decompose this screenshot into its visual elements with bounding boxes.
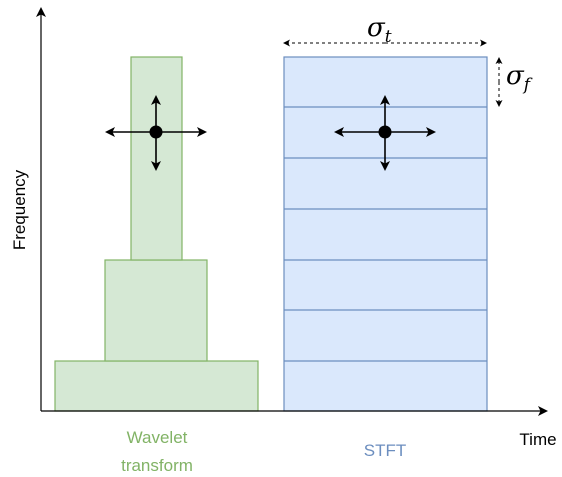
t-subscript: t: [385, 27, 392, 47]
sigma-f-label: σf: [506, 61, 533, 95]
y-axis-label: Frequency: [10, 169, 29, 250]
stft-caption: STFT: [364, 441, 407, 460]
wavelet-tile-wide: [54, 360, 259, 412]
sigma-f-annotation: σf: [495, 57, 533, 107]
stft-tiles: [283, 56, 488, 412]
wavelet-tile-medium: [104, 259, 208, 362]
stft-crosshair: [334, 95, 436, 171]
sigma-symbol: σ: [367, 13, 386, 43]
x-axis-label: Time: [519, 430, 556, 449]
wavelet-caption-line1: Wavelet: [127, 428, 188, 447]
sigma-t-label: σt: [367, 13, 392, 47]
captions: Wavelet transform STFT: [121, 428, 406, 475]
crosshair-center-dot: [378, 125, 392, 139]
sigma-symbol: σ: [506, 61, 525, 91]
sigma-t-annotation: σt: [283, 13, 487, 47]
axes: Frequency Time: [10, 7, 557, 449]
wavelet-crosshair: [105, 95, 207, 171]
crosshair-center-dot: [149, 125, 163, 139]
wavelet-caption-line2: transform: [121, 456, 193, 475]
f-subscript: f: [522, 75, 533, 95]
